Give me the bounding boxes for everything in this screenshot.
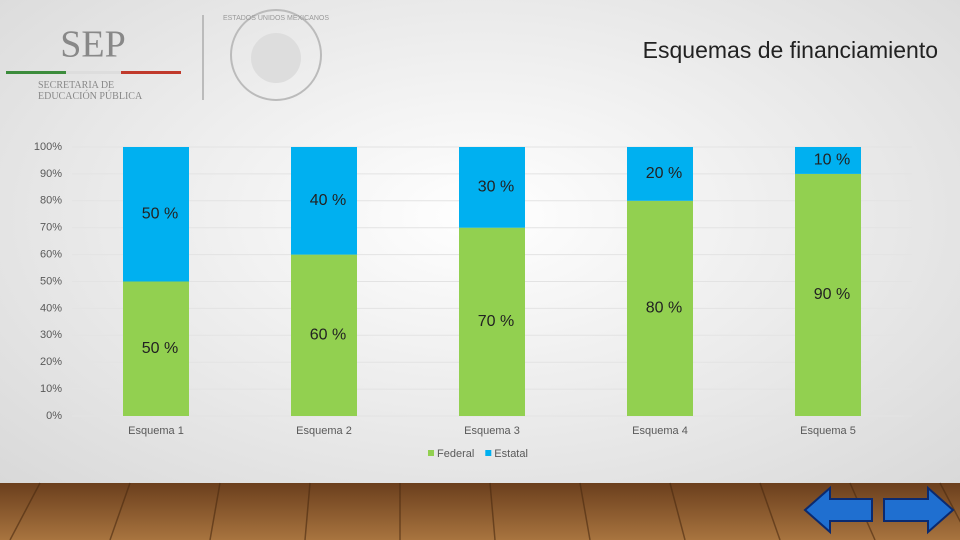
bar-segment xyxy=(123,281,189,416)
value-label: 30 % xyxy=(478,179,514,196)
bar-segment xyxy=(291,147,357,255)
y-tick-label: 0% xyxy=(46,410,62,422)
bar-segment xyxy=(291,254,357,416)
chart-title: Esquemas de financiamiento xyxy=(643,37,938,63)
bar-segment xyxy=(627,200,693,416)
x-tick-label: Esquema 1 xyxy=(128,425,184,437)
legend-label: Federal xyxy=(437,448,474,460)
value-label: 50 % xyxy=(142,205,178,222)
y-tick-label: 30% xyxy=(40,329,62,341)
y-tick-label: 90% xyxy=(40,168,62,180)
logo-subtitle: SECRETARÍA DE EDUCACIÓN PÚBLICA xyxy=(38,80,143,102)
value-label: 90 % xyxy=(814,286,850,303)
bar-segment xyxy=(795,173,861,416)
x-tick-label: Esquema 3 xyxy=(464,425,520,437)
logo-text: SEP xyxy=(60,24,125,66)
bar-segment xyxy=(459,147,525,228)
value-label: 80 % xyxy=(646,300,682,317)
y-tick-label: 80% xyxy=(40,195,62,207)
bar-segment xyxy=(459,227,525,416)
value-label: 70 % xyxy=(478,313,514,330)
x-tick-label: Esquema 2 xyxy=(296,425,352,437)
value-label: 20 % xyxy=(646,165,682,182)
nav-next[interactable] xyxy=(883,485,955,535)
x-tick-label: Esquema 5 xyxy=(800,425,856,437)
value-label: 40 % xyxy=(310,192,346,209)
logo-subtitle-box: SECRETARÍA DE EDUCACIÓN PÚBLICA xyxy=(38,80,143,102)
y-tick-label: 60% xyxy=(40,249,62,261)
x-tick-label: Esquema 4 xyxy=(632,425,688,437)
legend-label: Estatal xyxy=(494,448,528,460)
bar-segment xyxy=(795,147,861,174)
y-tick-label: 70% xyxy=(40,222,62,234)
value-label: 60 % xyxy=(310,327,346,344)
sep-logo: SEP SECRETARÍA DE EDUCACIÓN PÚBLICA ESTA… xyxy=(6,9,329,102)
seal-text: ESTADOS UNIDOS MEXICANOS xyxy=(223,15,329,22)
bar-segment xyxy=(123,147,189,282)
y-tick-label: 40% xyxy=(40,302,62,314)
y-tick-label: 100% xyxy=(34,141,62,153)
bar-segment xyxy=(627,147,693,201)
legend-swatch xyxy=(428,450,434,456)
y-tick-label: 20% xyxy=(40,356,62,368)
nav-prev[interactable] xyxy=(803,485,873,535)
value-label: 10 % xyxy=(814,152,850,169)
y-tick-label: 10% xyxy=(40,383,62,395)
y-tick-label: 50% xyxy=(40,275,62,287)
wood-floor xyxy=(0,482,960,540)
value-label: 50 % xyxy=(142,340,178,357)
legend-swatch xyxy=(485,450,492,456)
